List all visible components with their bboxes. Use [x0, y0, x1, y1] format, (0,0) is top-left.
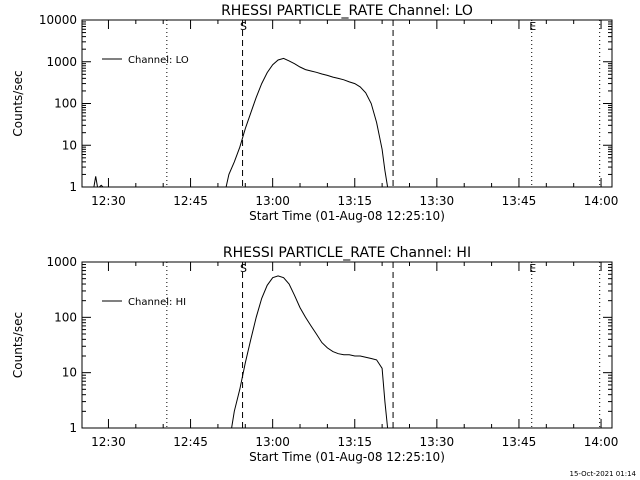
- chart-panel-2: RHESSI PARTICLE_RATE Channel: HI Counts/s…: [11, 245, 618, 464]
- y-tick-label: 1: [69, 421, 77, 435]
- x-axis-label: Start Time (01-Aug-08 12:25:10): [249, 209, 445, 223]
- x-tick-label: 12:45: [173, 435, 208, 449]
- x-tick-label: 13:00: [255, 194, 290, 208]
- x-tick-label: 13:15: [337, 435, 372, 449]
- y-tick-label: 10000: [39, 13, 77, 27]
- marker-label: S: [240, 20, 247, 33]
- legend-entry: Channel: HI: [128, 297, 186, 308]
- marker-label: E: [529, 20, 536, 33]
- x-tick-label: 13:30: [420, 194, 455, 208]
- x-tick-label: 13:45: [502, 435, 537, 449]
- y-tick-label: 10: [62, 366, 77, 380]
- y-tick-label: 1000: [46, 255, 77, 269]
- plot-frame: [81, 19, 613, 188]
- x-tick-label: 14:00: [584, 194, 619, 208]
- chart-title: RHESSI PARTICLE_RATE Channel: LO: [221, 3, 473, 19]
- x-axis-label: Start Time (01-Aug-08 12:25:10): [249, 450, 445, 464]
- legend-entry: Channel: LO: [128, 55, 189, 66]
- plot-frame: [81, 261, 613, 429]
- marker-label: S: [240, 262, 247, 275]
- y-tick-label: 100: [54, 310, 77, 324]
- x-tick-label: 13:45: [502, 194, 537, 208]
- x-tick-label: 14:00: [584, 435, 619, 449]
- marker-label: E: [529, 262, 536, 275]
- x-tick-label: 13:30: [420, 435, 455, 449]
- plot-timestamp: 15-Oct-2021 01:14: [569, 470, 636, 478]
- x-tick-label: 12:45: [173, 194, 208, 208]
- series-line: [92, 57, 389, 188]
- chart-panel-1: RHESSI PARTICLE_RATE Channel: LO Counts/s…: [11, 3, 618, 223]
- y-tick-label: 10: [62, 138, 77, 152]
- chart-title: RHESSI PARTICLE_RATE Channel: HI: [223, 245, 471, 261]
- x-tick-label: 13:15: [337, 194, 372, 208]
- x-tick-label: 12:30: [91, 194, 126, 208]
- series-line: [231, 275, 389, 429]
- x-tick-label: 13:00: [255, 435, 290, 449]
- y-axis-label: Counts/sec: [11, 70, 25, 136]
- y-tick-label: 1: [69, 180, 77, 194]
- y-tick-label: 100: [54, 97, 77, 111]
- y-axis-label: Counts/sec: [11, 312, 25, 378]
- y-tick-label: 1000: [46, 55, 77, 69]
- x-tick-label: 12:30: [91, 435, 126, 449]
